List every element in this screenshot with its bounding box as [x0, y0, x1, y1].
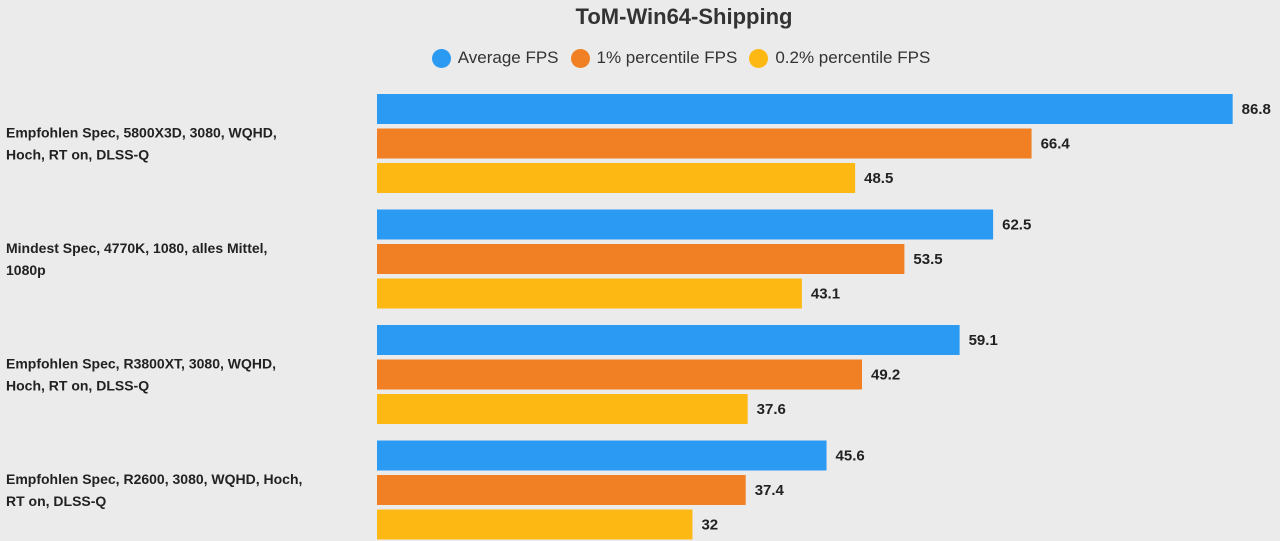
data-label: 37.4	[755, 482, 785, 499]
category-label: Hoch, RT on, DLSS-Q	[6, 147, 149, 163]
legend-swatch	[570, 48, 590, 68]
legend-item-1pct[interactable]: 1% percentile FPS	[570, 48, 738, 68]
chart-title: ToM-Win64-Shipping	[575, 4, 793, 29]
bar-1pct[interactable]	[377, 359, 863, 390]
legend-label: 1% percentile FPS	[596, 48, 738, 67]
data-label: 59.1	[969, 332, 998, 349]
bar-02pct[interactable]	[377, 394, 748, 424]
legend-label: Average FPS	[457, 48, 559, 67]
data-label: 53.5	[913, 251, 942, 268]
bar-average[interactable]	[377, 209, 994, 240]
category-label: Empfohlen Spec, R2600, 3080, WQHD, Hoch,	[6, 471, 302, 487]
bar-average[interactable]	[377, 94, 1233, 124]
legend: Average FPS 1% percentile FPS 0.2% perce…	[0, 48, 1280, 68]
bar-1pct[interactable]	[377, 475, 746, 505]
legend-swatch	[749, 48, 769, 68]
data-label: 37.6	[757, 401, 786, 418]
data-label: 32	[701, 517, 718, 534]
category-label: RT on, DLSS-Q	[6, 493, 106, 509]
bar-02pct[interactable]	[377, 509, 693, 540]
category-label: Mindest Spec, 4770K, 1080, alles Mittel,	[6, 240, 267, 256]
data-label: 66.4	[1041, 136, 1071, 153]
data-label: 49.2	[871, 367, 900, 384]
data-label: 86.8	[1242, 101, 1271, 118]
bar-02pct[interactable]	[377, 163, 856, 193]
data-label: 43.1	[811, 286, 840, 303]
bar-02pct[interactable]	[377, 278, 802, 309]
data-label: 45.6	[836, 448, 865, 465]
category-label: 1080p	[6, 262, 46, 278]
category-label: Empfohlen Spec, R3800XT, 3080, WQHD,	[6, 356, 276, 372]
bar-1pct[interactable]	[377, 128, 1032, 159]
legend-item-02pct[interactable]: 0.2% percentile FPS	[749, 48, 930, 68]
bar-average[interactable]	[377, 440, 827, 471]
legend-label: 0.2% percentile FPS	[775, 48, 931, 67]
legend-swatch	[431, 48, 451, 68]
category-label: Empfohlen Spec, 5800X3D, 3080, WQHD,	[6, 125, 277, 141]
category-label: Hoch, RT on, DLSS-Q	[6, 378, 149, 394]
bar-average[interactable]	[377, 325, 960, 355]
data-label: 62.5	[1002, 217, 1031, 234]
data-label: 48.5	[864, 170, 893, 187]
legend-item-average[interactable]: Average FPS	[431, 48, 559, 68]
bar-1pct[interactable]	[377, 244, 905, 274]
